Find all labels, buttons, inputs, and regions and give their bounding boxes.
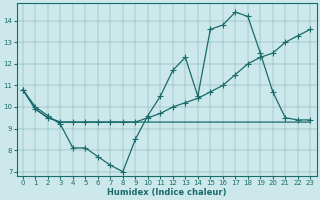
X-axis label: Humidex (Indice chaleur): Humidex (Indice chaleur) (107, 188, 226, 197)
